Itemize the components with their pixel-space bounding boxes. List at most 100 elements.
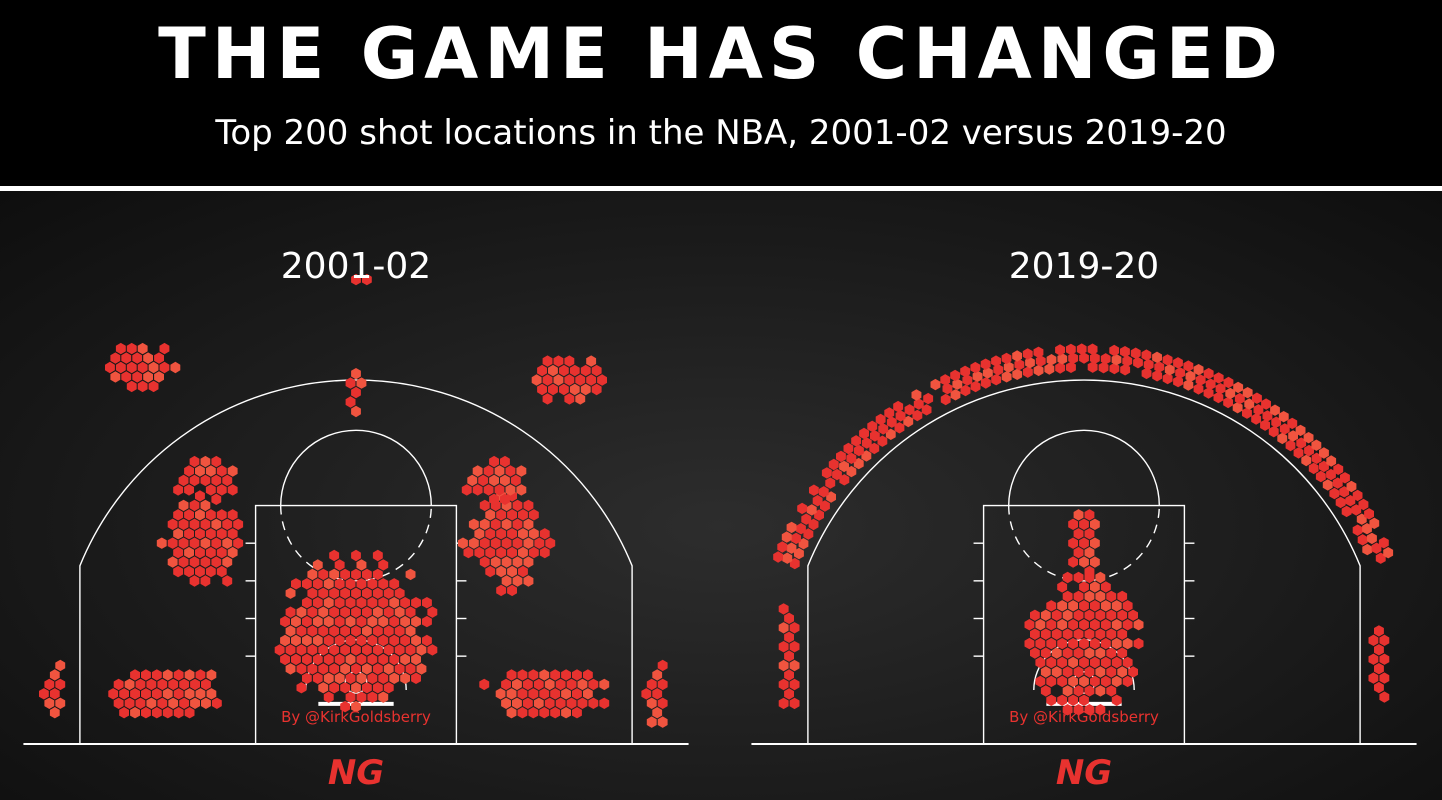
shot-hex	[383, 625, 394, 637]
shot-hex	[1066, 361, 1076, 373]
shot-hex	[1084, 685, 1095, 697]
header-divider	[0, 186, 1442, 191]
shot-hex	[1100, 675, 1111, 688]
shot-hex	[583, 688, 593, 700]
shot-hex	[886, 416, 897, 428]
shot-hex	[1073, 571, 1084, 584]
shot-hex	[126, 342, 137, 355]
shot-hex	[512, 678, 522, 691]
shot-hex	[528, 688, 539, 700]
shot-hex	[1106, 685, 1117, 697]
shot-hex	[312, 615, 323, 628]
shot-hex	[1122, 656, 1133, 669]
shot-hex	[1024, 619, 1035, 631]
shot-hex	[1046, 619, 1057, 631]
shot-hex	[1051, 628, 1062, 640]
shot-hex	[1183, 360, 1194, 372]
shot-hex	[839, 460, 849, 473]
shot-hex	[1062, 685, 1073, 697]
shot-hex	[461, 484, 472, 496]
shot-hex	[537, 364, 547, 377]
shot-hex	[533, 697, 544, 709]
shot-hex	[843, 442, 854, 455]
shot-hex	[126, 361, 137, 374]
shot-hex	[195, 565, 205, 578]
shot-hex	[1030, 647, 1040, 659]
shot-hex	[537, 383, 547, 396]
shot-hex	[227, 509, 238, 521]
shot-hex	[1213, 391, 1224, 404]
shot-hex	[1130, 347, 1141, 359]
shot-hex	[351, 368, 361, 380]
shot-hex	[1109, 344, 1120, 357]
shot-hex	[869, 442, 880, 455]
shot-hex	[1369, 517, 1380, 529]
shot-hex	[296, 663, 307, 675]
shot-hex	[178, 499, 189, 512]
shot-hex	[1374, 663, 1384, 675]
shot-hex	[1079, 581, 1089, 593]
shot-hex	[372, 549, 383, 562]
shot-hex	[44, 678, 55, 691]
shot-hex	[646, 697, 657, 709]
shot-hex	[1062, 704, 1073, 716]
shot-hex	[1315, 470, 1326, 483]
shot-hex	[1288, 430, 1298, 442]
shot-hex	[167, 556, 178, 568]
shot-hex	[1287, 417, 1298, 430]
shot-hex	[1277, 432, 1288, 445]
shot-hex	[1079, 694, 1089, 706]
shot-hex	[836, 450, 846, 463]
shot-hex	[351, 386, 361, 399]
shot-hex	[1025, 357, 1035, 369]
shot-hex	[108, 688, 119, 700]
shot-hex	[189, 537, 200, 549]
shot-hex	[555, 697, 566, 709]
shot-hex	[1225, 387, 1236, 400]
shot-hex	[233, 537, 244, 549]
shot-hex	[1193, 364, 1204, 376]
shot-hex	[1106, 609, 1117, 621]
shot-hex	[894, 422, 905, 434]
shot-hex	[178, 518, 189, 530]
shot-hex	[796, 523, 806, 535]
shot-hex	[1079, 600, 1089, 612]
shot-hex	[553, 355, 564, 367]
shot-hex	[329, 606, 340, 618]
shot-hex	[458, 537, 468, 549]
shot-hex	[1079, 537, 1089, 549]
shot-hex	[367, 653, 378, 666]
shot-hex	[1223, 376, 1234, 389]
shot-hex	[367, 691, 378, 703]
shot-hex	[577, 678, 588, 691]
shot-hex	[179, 697, 190, 709]
shot-hex	[597, 374, 607, 386]
shot-hex	[500, 455, 510, 468]
shot-hex	[1046, 637, 1057, 650]
shot-hex	[378, 578, 389, 590]
shot-hex	[110, 371, 121, 383]
shot-hex	[318, 568, 329, 581]
shot-hex	[1068, 694, 1078, 706]
shot-hex	[405, 568, 416, 581]
shot-hex	[383, 663, 394, 675]
shot-hex	[913, 398, 924, 410]
shot-hex	[1073, 528, 1084, 540]
shot-hex	[113, 678, 124, 691]
shot-hex	[280, 634, 290, 647]
shot-hex	[195, 490, 205, 502]
shot-hex	[121, 352, 132, 364]
shot-hex	[200, 556, 211, 568]
shot-hex	[389, 597, 400, 609]
free-throw-circle-dashed	[280, 505, 432, 582]
shot-hex	[307, 587, 318, 599]
shot-hex	[329, 625, 340, 637]
shot-hex	[378, 691, 389, 703]
shot-hex	[479, 518, 490, 530]
shot-hex	[1183, 379, 1194, 391]
shot-hex	[55, 697, 66, 709]
shot-hex	[1175, 367, 1186, 379]
shot-hex	[334, 578, 345, 590]
shot-hex	[801, 513, 812, 525]
shot-hex	[1233, 381, 1244, 394]
